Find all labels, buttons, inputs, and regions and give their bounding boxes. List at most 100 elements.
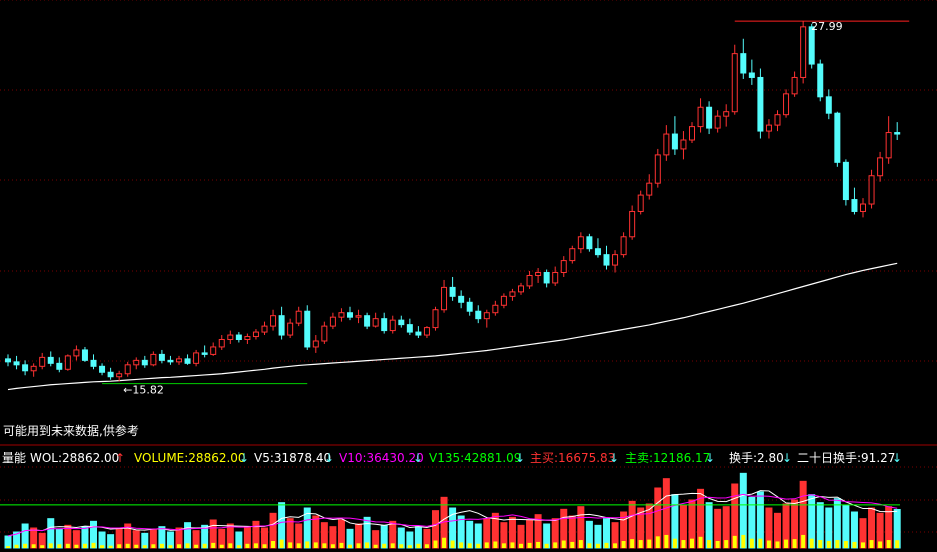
candle-body [689, 126, 695, 141]
buy-volume-bar [365, 542, 370, 548]
volume-bar [782, 503, 790, 549]
buy-volume-bar [758, 538, 763, 548]
volume-bar [166, 531, 174, 549]
volume-bar [252, 520, 260, 549]
indicator-name[interactable]: 量能 [2, 451, 27, 465]
buy-volume-bar [65, 543, 70, 548]
volume-bar [209, 519, 217, 549]
support-resistance-layer [102, 20, 910, 385]
candle-body [500, 295, 507, 306]
candle-body [270, 315, 277, 327]
buy-volume-bar [330, 544, 335, 548]
candle-body [22, 364, 29, 372]
candle-body [355, 315, 362, 318]
volume-bar [859, 518, 867, 549]
candle [731, 44, 738, 115]
candle-body [99, 365, 106, 373]
volume-bar [654, 487, 662, 549]
candle [603, 245, 610, 270]
candle [560, 256, 567, 277]
candle-body [64, 355, 71, 370]
candle-body [47, 356, 54, 364]
candle-body [518, 285, 524, 293]
volume-bar [389, 520, 397, 549]
candle-body [278, 315, 285, 336]
candle [851, 187, 858, 215]
volume-bar [55, 528, 63, 549]
candle-body [210, 346, 217, 355]
buy-volume-bar [621, 541, 626, 548]
volume-bar [4, 535, 12, 549]
volume-bar [218, 528, 226, 549]
volume-bar [320, 522, 328, 549]
buy-volume-bar [271, 541, 276, 548]
buy-volume-bar [14, 544, 19, 548]
candle [235, 332, 242, 343]
candle-body [663, 133, 670, 156]
buy-volume-bar [6, 546, 10, 548]
candle-body [158, 353, 165, 361]
candle [270, 309, 277, 331]
candle-body [706, 106, 713, 129]
turnover-arrow-down-icon: ↓ [782, 451, 793, 465]
volume-bar [731, 483, 739, 549]
candle [364, 312, 371, 330]
buy-volume-bar [527, 542, 532, 548]
candle-body [825, 96, 832, 114]
ma-line [7, 262, 898, 391]
volume-bar [64, 524, 72, 549]
candle-body [748, 72, 755, 78]
volume-bar [397, 527, 405, 549]
candle-body [30, 365, 37, 372]
buy-volume-bar [57, 544, 62, 548]
buy-volume-bar [74, 544, 79, 548]
candlestick-layer[interactable] [5, 21, 901, 382]
volume-bar [688, 499, 696, 549]
candle [586, 233, 593, 252]
candle [372, 312, 379, 328]
candle [107, 367, 114, 380]
candle-body [543, 272, 550, 284]
buy-volume-bar [322, 543, 327, 548]
candle [842, 159, 849, 206]
volume-bar [739, 472, 747, 549]
buy-volume-bar [707, 540, 712, 548]
volume-bar [115, 527, 123, 549]
candle-body [697, 106, 704, 128]
buy-volume-bar [399, 544, 404, 548]
volume-bar [363, 516, 371, 549]
volume-bars-layer[interactable] [0, 472, 901, 549]
buy-volume-bar [501, 543, 506, 548]
volume-bar [791, 499, 799, 549]
candle-body [252, 331, 259, 338]
volume-bar [714, 508, 722, 549]
volume-bar [808, 494, 816, 549]
candle [577, 232, 584, 254]
buy-volume-bar [288, 542, 293, 548]
volume-arrow-down-icon: ↓ [239, 451, 250, 465]
volume-bar [158, 526, 166, 549]
candle [64, 354, 71, 371]
candle [868, 169, 875, 209]
volume-bar [560, 508, 568, 549]
candle [176, 355, 182, 365]
candle-body [603, 254, 610, 266]
volume-bar [192, 530, 200, 549]
buy-volume-bar [177, 544, 181, 548]
candle-body [312, 340, 319, 348]
candle-body [13, 361, 20, 366]
candle-body [851, 199, 858, 212]
candle-body [894, 132, 901, 135]
buy-volume-bar [578, 540, 583, 548]
candle [406, 318, 413, 336]
volume-bar [30, 527, 38, 549]
buy-volume-bar [142, 545, 147, 548]
buy-volume-bar [313, 542, 318, 548]
volume-bar [90, 520, 97, 549]
candle-body [56, 362, 63, 370]
volume-bar [466, 520, 474, 549]
volume-bar [243, 526, 251, 549]
volume-bar [98, 531, 106, 549]
buy-volume-bar [262, 544, 267, 548]
